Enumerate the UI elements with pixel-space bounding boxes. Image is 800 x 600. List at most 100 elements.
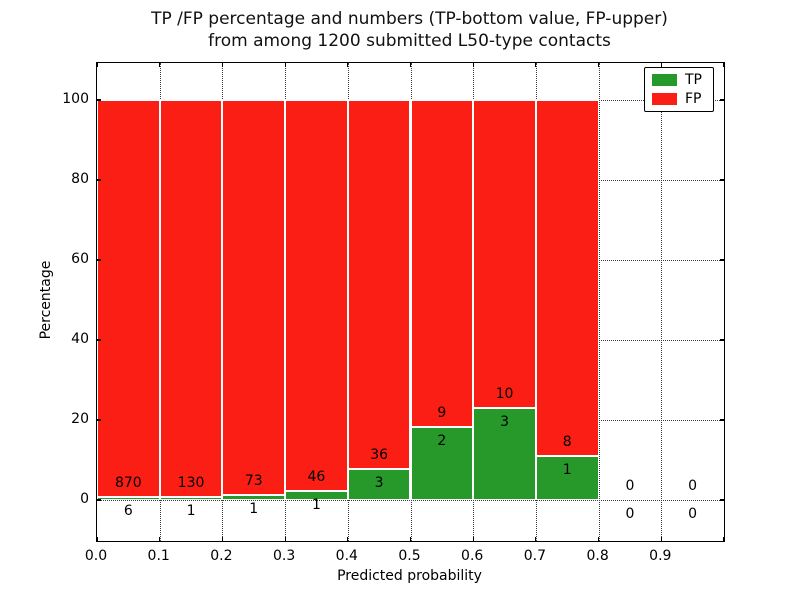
fp-bar-segment bbox=[535, 100, 599, 456]
fp-count-label: 870 bbox=[114, 475, 142, 492]
legend-label: TP bbox=[685, 72, 702, 88]
y-tick-mark bbox=[97, 259, 101, 261]
tp-bar-segment bbox=[473, 407, 536, 500]
x-tick-mark bbox=[96, 537, 98, 541]
x-tick-mark bbox=[284, 63, 286, 67]
x-tick-mark bbox=[660, 537, 662, 541]
x-tick-mark bbox=[723, 63, 725, 67]
y-tick-mark bbox=[720, 419, 724, 421]
x-tick-mark bbox=[409, 63, 412, 67]
x-tick-mark bbox=[598, 537, 600, 541]
x-tick-label: 0.8 bbox=[586, 548, 609, 564]
x-tick-mark bbox=[660, 63, 662, 67]
legend-swatch-fp bbox=[652, 93, 677, 105]
x-tick-label: 0.3 bbox=[272, 548, 296, 564]
fp-bar-segment bbox=[222, 100, 286, 495]
fp-count-label: 10 bbox=[495, 385, 514, 402]
fp-bar-segment bbox=[347, 100, 411, 470]
y-axis-label: Percentage bbox=[38, 260, 54, 340]
y-tick-label: 0 bbox=[80, 491, 89, 507]
x-tick-mark bbox=[221, 537, 223, 541]
y-tick-label: 20 bbox=[71, 411, 89, 427]
fp-bar-segment bbox=[410, 100, 474, 428]
y-tick-mark bbox=[720, 259, 724, 261]
legend-swatch-tp bbox=[652, 74, 677, 86]
fp-count-label: 0 bbox=[625, 478, 635, 494]
tp-bar-segment bbox=[285, 491, 348, 500]
fp-count-label: 36 bbox=[370, 447, 389, 464]
x-tick-mark bbox=[535, 63, 537, 67]
tp-count-label: 1 bbox=[311, 497, 321, 514]
y-tick-mark bbox=[97, 339, 101, 341]
y-tick-label: 80 bbox=[71, 171, 89, 187]
x-tick-label: 0.1 bbox=[147, 548, 170, 564]
fp-count-label: 8 bbox=[562, 433, 572, 450]
tp-count-label: 0 bbox=[625, 506, 635, 522]
x-tick-mark bbox=[598, 63, 600, 67]
y-tick-mark bbox=[97, 499, 101, 501]
tp-bar-segment bbox=[222, 494, 286, 500]
vertical-gridline bbox=[598, 63, 600, 541]
y-tick-mark bbox=[720, 339, 724, 341]
fp-count-label: 73 bbox=[244, 472, 263, 489]
chart-title-line2: from among 1200 submitted L50-type conta… bbox=[208, 31, 611, 51]
plot-area: 870 6 130 1 73 1 46 1 36 3 9 2 10 3 8 1 0 0 0 0 bbox=[96, 62, 725, 542]
x-tick-mark bbox=[347, 537, 349, 541]
tp-bar-segment bbox=[535, 455, 599, 500]
x-tick-label: 0.6 bbox=[461, 548, 484, 564]
y-tick-mark bbox=[720, 179, 724, 181]
y-tick-mark bbox=[720, 499, 724, 501]
x-tick-mark bbox=[535, 537, 537, 541]
x-tick-mark bbox=[723, 537, 725, 541]
tp-count-label: 1 bbox=[249, 500, 259, 517]
y-tick-mark bbox=[720, 99, 724, 101]
fp-bar-segment bbox=[285, 100, 348, 492]
tp-count-label: 1 bbox=[186, 502, 196, 519]
fp-count-label: 0 bbox=[688, 478, 698, 494]
tp-count-label: 6 bbox=[123, 503, 133, 520]
tp-bar-segment bbox=[97, 497, 160, 500]
tp-count-label: 2 bbox=[437, 433, 447, 450]
x-tick-label: 0.9 bbox=[649, 548, 672, 564]
fp-count-label: 46 bbox=[307, 469, 326, 486]
x-tick-label: 0.4 bbox=[335, 548, 358, 564]
x-tick-mark bbox=[347, 63, 349, 67]
x-tick-mark bbox=[472, 63, 474, 67]
x-tick-mark bbox=[284, 537, 286, 541]
tp-bar-segment bbox=[159, 496, 223, 500]
tp-bar-segment bbox=[347, 469, 411, 500]
x-axis-label: Predicted probability bbox=[337, 568, 482, 584]
fp-count-label: 9 bbox=[437, 405, 447, 422]
x-tick-label: 0.7 bbox=[523, 548, 547, 564]
fp-count-label: 130 bbox=[177, 474, 205, 491]
x-tick-label: 0.5 bbox=[398, 548, 421, 564]
y-tick-label: 100 bbox=[62, 91, 89, 107]
fp-bar-segment bbox=[159, 100, 223, 497]
x-tick-mark bbox=[409, 537, 412, 541]
legend-item-tp: TP bbox=[645, 72, 713, 88]
legend-label: FP bbox=[685, 91, 702, 107]
x-tick-label: 0.2 bbox=[210, 548, 233, 564]
x-tick-mark bbox=[472, 537, 474, 541]
fp-bar-segment bbox=[97, 100, 160, 498]
legend: TP FP bbox=[644, 67, 714, 112]
y-tick-label: 60 bbox=[71, 251, 89, 267]
tp-bar-segment bbox=[410, 427, 474, 500]
tp-count-label: 1 bbox=[562, 461, 572, 478]
vertical-gridline bbox=[661, 63, 663, 541]
x-tick-mark bbox=[159, 537, 161, 541]
y-tick-mark bbox=[97, 99, 101, 101]
x-tick-mark bbox=[96, 63, 98, 67]
tp-count-label: 0 bbox=[688, 506, 698, 522]
chart-title-line1: TP /FP percentage and numbers (TP-bottom… bbox=[151, 9, 668, 29]
x-tick-label: 0.0 bbox=[84, 548, 108, 564]
tp-count-label: 3 bbox=[374, 475, 384, 492]
tp-count-label: 3 bbox=[500, 413, 510, 430]
y-tick-mark bbox=[97, 179, 101, 181]
legend-item-fp: FP bbox=[645, 91, 713, 107]
fp-bar-segment bbox=[473, 100, 536, 408]
y-tick-label: 40 bbox=[71, 331, 89, 347]
y-tick-mark bbox=[97, 419, 101, 421]
x-tick-mark bbox=[159, 63, 161, 67]
